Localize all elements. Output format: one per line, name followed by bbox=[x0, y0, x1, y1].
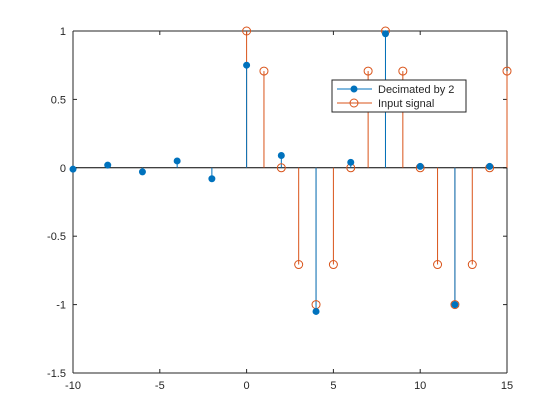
legend: Decimated by 2 Input signal bbox=[331, 79, 467, 113]
x-tick-label: 5 bbox=[330, 380, 336, 392]
x-tick-label: -10 bbox=[65, 380, 81, 392]
x-tick-label: 15 bbox=[501, 380, 513, 392]
y-tick-label: -1 bbox=[56, 300, 66, 312]
data-point-decimated bbox=[173, 157, 181, 165]
data-point-decimated bbox=[451, 301, 459, 309]
data-point-input bbox=[363, 66, 373, 76]
data-point-decimated bbox=[416, 162, 424, 170]
markers-layer bbox=[69, 26, 512, 315]
legend-label: Input signal bbox=[378, 98, 434, 110]
data-point-decimated bbox=[347, 158, 355, 166]
legend-marker bbox=[350, 85, 358, 93]
y-tick-label: -0.5 bbox=[47, 231, 66, 243]
data-point-decimated bbox=[208, 175, 216, 183]
data-point-input bbox=[294, 260, 304, 270]
data-point-decimated bbox=[486, 162, 494, 170]
data-point-decimated bbox=[138, 168, 146, 176]
ticks: -10 -5 0 5 10 15 -1.5 -1 -0.5 0 0.5 1 bbox=[47, 26, 513, 392]
legend-label: Decimated by 2 bbox=[378, 84, 454, 96]
y-tick-label: 0 bbox=[60, 163, 66, 175]
x-tick-label: -5 bbox=[155, 380, 165, 392]
data-point-decimated bbox=[312, 307, 320, 315]
data-point-input bbox=[398, 66, 408, 76]
y-tick-label: 0.5 bbox=[51, 94, 66, 106]
data-point-decimated bbox=[277, 151, 285, 159]
data-point-decimated bbox=[69, 165, 77, 173]
data-point-input bbox=[502, 66, 512, 76]
data-point-input bbox=[259, 66, 269, 76]
data-point-input bbox=[242, 26, 252, 36]
data-point-input bbox=[450, 300, 460, 310]
y-tick-label: -1.5 bbox=[47, 368, 66, 380]
y-tick-label: 1 bbox=[60, 26, 66, 38]
data-point-decimated bbox=[104, 161, 112, 169]
x-tick-label: 0 bbox=[244, 380, 250, 392]
data-point-input bbox=[433, 260, 443, 270]
data-point-input bbox=[328, 260, 338, 270]
x-tick-label: 10 bbox=[414, 380, 426, 392]
legend-marker bbox=[349, 98, 359, 108]
data-point-input bbox=[276, 163, 286, 173]
data-point-decimated bbox=[243, 61, 251, 69]
data-point-decimated bbox=[381, 30, 389, 38]
data-point-input bbox=[467, 260, 477, 270]
